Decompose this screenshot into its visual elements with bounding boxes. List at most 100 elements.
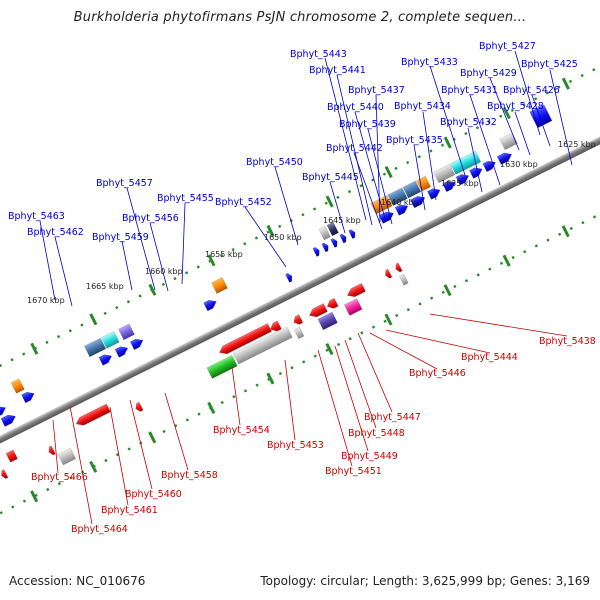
ruler-top-dot bbox=[254, 236, 259, 240]
ruler-major-tick bbox=[561, 77, 570, 90]
top-strand-labels: Bphyt_5427 Bphyt_5425 Bphyt_5443 Bphyt_5… bbox=[8, 41, 578, 243]
ruler-major-tick bbox=[30, 342, 39, 355]
scale-tick-labels: 1625 kbp 1630 kbp 1635 kbp 1640 kbp 1645… bbox=[27, 140, 596, 305]
ruler-bottom-dot bbox=[581, 221, 585, 225]
leader-bphyt-5458 bbox=[164, 392, 189, 471]
ruler-top-dot bbox=[10, 358, 14, 362]
ruler-major-tick bbox=[325, 343, 334, 356]
ruler-top-dot bbox=[475, 126, 480, 130]
gene-label-bphyt-5457: Bphyt_5457 bbox=[96, 178, 153, 189]
gene-label-bphyt-5464: Bphyt_5464 bbox=[71, 524, 128, 535]
forward-gene-arrow bbox=[442, 180, 456, 193]
leader-bphyt-5443 bbox=[324, 57, 367, 221]
leader-bphyt-5432 bbox=[467, 127, 483, 193]
leader-bphyt-5461 bbox=[109, 406, 129, 506]
ruler-top-dot bbox=[568, 79, 573, 83]
ruler-bottom-dot bbox=[430, 296, 434, 300]
ruler-top-dot bbox=[196, 265, 200, 269]
ruler-bottom-dot bbox=[162, 429, 166, 434]
leader-bphyt-5448 bbox=[344, 339, 377, 429]
ruler-major-tick bbox=[30, 490, 39, 503]
ruler-bottom-dot bbox=[441, 290, 445, 294]
forward-gene-arrow bbox=[114, 346, 129, 358]
ruler-bottom-dot bbox=[325, 348, 329, 352]
ruler-top-dot bbox=[115, 305, 119, 310]
bottom-strand-labels: Bphyt_5438 Bphyt_5444 Bphyt_5446 Bphyt_5… bbox=[31, 336, 596, 535]
gene-label-bphyt-5441: Bphyt_5441 bbox=[309, 65, 366, 76]
gene-label-bphyt-5462: Bphyt_5462 bbox=[27, 227, 84, 238]
leader-bphyt-5445 bbox=[329, 181, 346, 234]
gene-label-bphyt-5434: Bphyt_5434 bbox=[394, 101, 451, 112]
gene-label-bphyt-5455: Bphyt_5455 bbox=[157, 193, 214, 204]
gene-label-bphyt-5440: Bphyt_5440 bbox=[327, 102, 384, 113]
ruler-top-dot bbox=[278, 224, 282, 228]
accession-text: Accession: NC_010676 bbox=[9, 574, 146, 588]
gene-box-cyan bbox=[450, 150, 482, 175]
ruler-top-dot bbox=[347, 189, 352, 194]
gene-box-orange bbox=[211, 277, 228, 294]
leader-bphyt-5431 bbox=[469, 94, 501, 186]
leader-bphyt-5457 bbox=[126, 187, 156, 291]
ruler-bottom-dot bbox=[185, 418, 189, 422]
ruler-bottom-dot bbox=[46, 487, 50, 492]
ruler-top-dot bbox=[592, 68, 596, 72]
ruler-bottom-dot bbox=[127, 447, 131, 451]
tick-label-1670: 1670 kbp bbox=[27, 296, 65, 305]
ruler-top-dot bbox=[359, 184, 363, 188]
gene-label-bphyt-5431: Bphyt_5431 bbox=[441, 85, 498, 96]
ruler-top-dot bbox=[161, 282, 165, 286]
ruler-bottom-dot bbox=[290, 366, 294, 370]
gene-box-gray bbox=[433, 163, 456, 184]
reverse-gene-arrow bbox=[48, 445, 56, 456]
ruler-top-dot bbox=[406, 160, 410, 165]
gene-label-bphyt-5461: Bphyt_5461 bbox=[101, 505, 158, 516]
leader-bphyt-5462 bbox=[54, 236, 73, 307]
ruler-bottom-dot bbox=[197, 412, 201, 416]
ruler-top-dot bbox=[522, 102, 526, 107]
reverse-gene-arrow bbox=[270, 320, 282, 332]
ruler-bottom-dot bbox=[0, 511, 3, 515]
ruler-bottom-dot bbox=[360, 331, 364, 335]
ruler-major-tick bbox=[266, 224, 275, 237]
gene-label-bphyt-5456: Bphyt_5456 bbox=[122, 213, 179, 224]
forward-gene-arrow bbox=[427, 188, 441, 200]
ruler-bottom-dot bbox=[22, 499, 27, 503]
forward-gene-arrow bbox=[0, 406, 6, 419]
gene-label-bphyt-5425: Bphyt_5425 bbox=[521, 59, 578, 70]
ruler-top-dot bbox=[126, 300, 131, 304]
ruler-top-dot bbox=[429, 149, 433, 153]
ruler-bottom-dot bbox=[523, 250, 527, 254]
gene-box-purple bbox=[317, 311, 338, 331]
scale-ruler-top bbox=[0, 68, 596, 368]
gene-box-gray bbox=[232, 326, 293, 365]
forward-gene-arrow bbox=[98, 354, 113, 366]
ruler-major-tick bbox=[148, 283, 157, 296]
tick-label-1645: 1645 kbp bbox=[323, 216, 361, 225]
ruler-bottom-dot bbox=[511, 255, 515, 260]
ruler-major-tick bbox=[148, 431, 157, 444]
forward-gene-arrow bbox=[496, 152, 513, 165]
forward-gene-arrow bbox=[330, 238, 338, 248]
ruler-major-tick bbox=[384, 165, 393, 179]
ruler-top-dot bbox=[45, 340, 49, 345]
ruler-bottom-dot bbox=[488, 267, 492, 271]
gene-box-cyan bbox=[101, 331, 120, 349]
ruler-major-tick bbox=[502, 107, 511, 120]
gene-box-violet bbox=[118, 323, 135, 341]
forward-gene-arrow bbox=[129, 338, 144, 351]
ruler-top-dot bbox=[266, 230, 270, 234]
reverse-gene-arrow bbox=[326, 297, 339, 309]
gene-label-bphyt-5446: Bphyt_5446 bbox=[409, 368, 466, 379]
gene-box-orange bbox=[10, 378, 25, 394]
ruler-top-dot bbox=[301, 213, 305, 217]
gene-label-bphyt-5432: Bphyt_5432 bbox=[440, 117, 497, 128]
ruler-bottom-dot bbox=[534, 244, 538, 248]
tick-label-1665: 1665 kbp bbox=[86, 282, 124, 291]
ruler-bottom-dot bbox=[69, 476, 73, 480]
reverse-gene-arrow bbox=[395, 262, 403, 273]
ruler-major-tick bbox=[89, 313, 98, 326]
leader-bphyt-5464 bbox=[69, 405, 93, 525]
ruler-bottom-dot bbox=[336, 342, 341, 347]
topology-text: Topology: circular; Length: 3,625,999 bp… bbox=[260, 574, 590, 588]
forward-gene-arrow bbox=[394, 204, 409, 216]
